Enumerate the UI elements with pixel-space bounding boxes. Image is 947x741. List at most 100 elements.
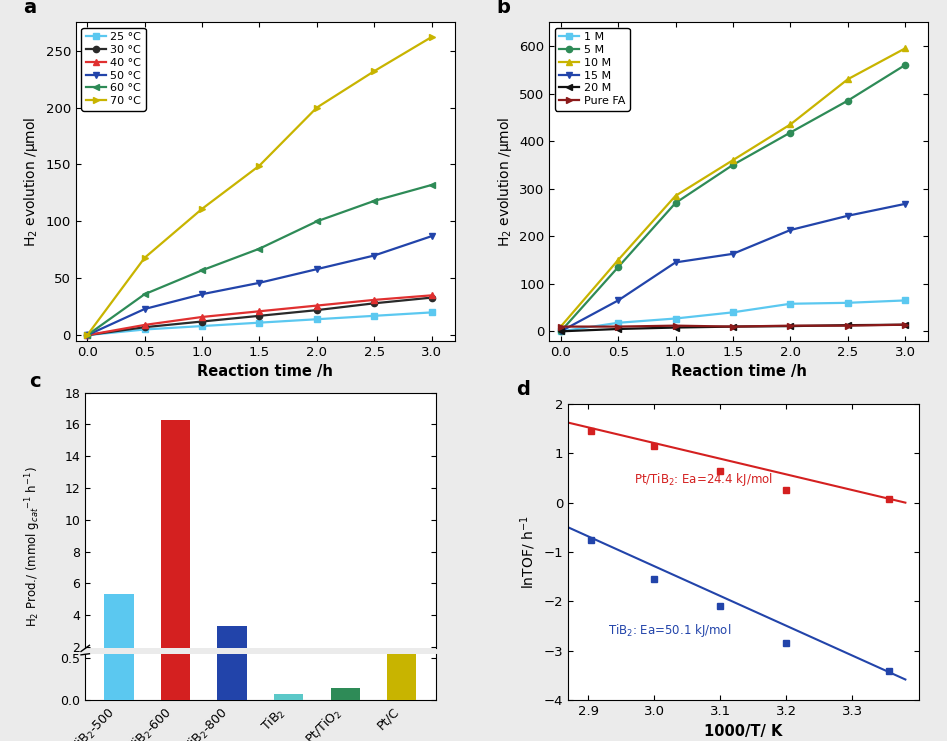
X-axis label: Reaction time /h: Reaction time /h xyxy=(670,365,807,379)
25 °C xyxy=(139,325,151,334)
20 M xyxy=(785,322,796,330)
50 °C xyxy=(254,279,265,288)
Text: b: b xyxy=(496,0,510,16)
Line: 20 M: 20 M xyxy=(558,322,908,334)
10 M xyxy=(670,191,681,200)
1 M xyxy=(670,314,681,323)
40 °C xyxy=(426,291,438,300)
X-axis label: 1000/T/ K: 1000/T/ K xyxy=(705,724,782,739)
10 M xyxy=(785,120,796,129)
1 M xyxy=(613,319,624,328)
Line: 25 °C: 25 °C xyxy=(84,309,435,339)
15 M xyxy=(785,225,796,234)
Pure FA xyxy=(727,322,739,331)
Line: 30 °C: 30 °C xyxy=(84,294,435,339)
5 M xyxy=(785,128,796,137)
Line: 50 °C: 50 °C xyxy=(84,233,435,339)
Bar xyxy=(387,664,417,679)
Legend: 1 M, 5 M, 10 M, 15 M, 20 M, Pure FA: 1 M, 5 M, 10 M, 15 M, 20 M, Pure FA xyxy=(555,27,630,110)
Y-axis label: H$_2$ evolution /μmol: H$_2$ evolution /μmol xyxy=(22,116,40,247)
70 °C xyxy=(426,33,438,41)
70 °C xyxy=(139,253,151,262)
70 °C xyxy=(254,162,265,170)
Pure FA xyxy=(555,322,566,331)
Bar xyxy=(331,676,360,679)
Line: 1 M: 1 M xyxy=(558,297,908,334)
Bar xyxy=(274,694,303,700)
30 °C xyxy=(139,323,151,332)
Line: Pure FA: Pure FA xyxy=(558,322,908,330)
Pure FA xyxy=(900,320,911,329)
25 °C xyxy=(426,308,438,317)
Text: H$_2$ Prod./ (mmol g$_{cat}$$^{-1}$ h$^{-1}$): H$_2$ Prod./ (mmol g$_{cat}$$^{-1}$ h$^{… xyxy=(24,466,43,627)
20 M xyxy=(900,320,911,329)
Text: c: c xyxy=(29,371,41,391)
30 °C xyxy=(254,311,265,320)
70 °C xyxy=(368,67,380,76)
5 M xyxy=(727,161,739,170)
10 M xyxy=(727,156,739,165)
1 M xyxy=(842,299,853,308)
10 M xyxy=(613,256,624,265)
50 °C xyxy=(139,305,151,313)
5 M xyxy=(842,96,853,105)
Pure FA xyxy=(785,321,796,330)
30 °C xyxy=(368,299,380,308)
50 °C xyxy=(312,265,323,273)
5 M xyxy=(555,327,566,336)
15 M xyxy=(900,199,911,208)
60 °C xyxy=(312,217,323,226)
Bar xyxy=(218,626,247,679)
30 °C xyxy=(196,317,207,326)
25 °C xyxy=(254,318,265,327)
15 M xyxy=(727,250,739,259)
20 M xyxy=(613,325,624,333)
1 M xyxy=(555,327,566,336)
Bar xyxy=(161,419,190,679)
25 °C xyxy=(368,311,380,320)
20 M xyxy=(842,321,853,330)
10 M xyxy=(900,44,911,53)
Pure FA xyxy=(842,321,853,330)
Text: TiB$_2$: Ea=50.1 kJ/mol: TiB$_2$: Ea=50.1 kJ/mol xyxy=(608,622,731,639)
50 °C xyxy=(426,232,438,241)
70 °C xyxy=(81,330,93,339)
Line: 70 °C: 70 °C xyxy=(84,34,435,339)
5 M xyxy=(900,61,911,70)
50 °C xyxy=(196,290,207,299)
60 °C xyxy=(254,245,265,253)
Text: d: d xyxy=(515,380,529,399)
Y-axis label: lnTOF/ h$^{-1}$: lnTOF/ h$^{-1}$ xyxy=(519,515,538,589)
Bar xyxy=(161,0,190,700)
20 M xyxy=(670,323,681,332)
Y-axis label: H$_2$ evolution /μmol: H$_2$ evolution /μmol xyxy=(495,116,513,247)
40 °C xyxy=(368,296,380,305)
15 M xyxy=(670,258,681,267)
Text: a: a xyxy=(23,0,36,16)
40 °C xyxy=(139,320,151,329)
15 M xyxy=(842,211,853,220)
Legend: 25 °C, 30 °C, 40 °C, 50 °C, 60 °C, 70 °C: 25 °C, 30 °C, 40 °C, 50 °C, 60 °C, 70 °C xyxy=(81,27,146,110)
60 °C xyxy=(139,290,151,299)
Line: 10 M: 10 M xyxy=(558,45,908,330)
60 °C xyxy=(368,196,380,205)
50 °C xyxy=(81,330,93,339)
30 °C xyxy=(312,306,323,315)
25 °C xyxy=(196,322,207,330)
Text: Pt/TiB$_2$: Ea=24.4 kJ/mol: Pt/TiB$_2$: Ea=24.4 kJ/mol xyxy=(634,471,774,488)
5 M xyxy=(670,199,681,207)
Pure FA xyxy=(670,321,681,330)
60 °C xyxy=(426,181,438,190)
70 °C xyxy=(196,205,207,213)
30 °C xyxy=(81,330,93,339)
5 M xyxy=(613,263,624,272)
Line: 60 °C: 60 °C xyxy=(84,182,435,339)
20 M xyxy=(727,322,739,331)
Line: 15 M: 15 M xyxy=(558,201,908,334)
1 M xyxy=(727,308,739,316)
1 M xyxy=(900,296,911,305)
1 M xyxy=(785,299,796,308)
Bar xyxy=(104,258,134,700)
50 °C xyxy=(368,251,380,260)
60 °C xyxy=(196,266,207,275)
